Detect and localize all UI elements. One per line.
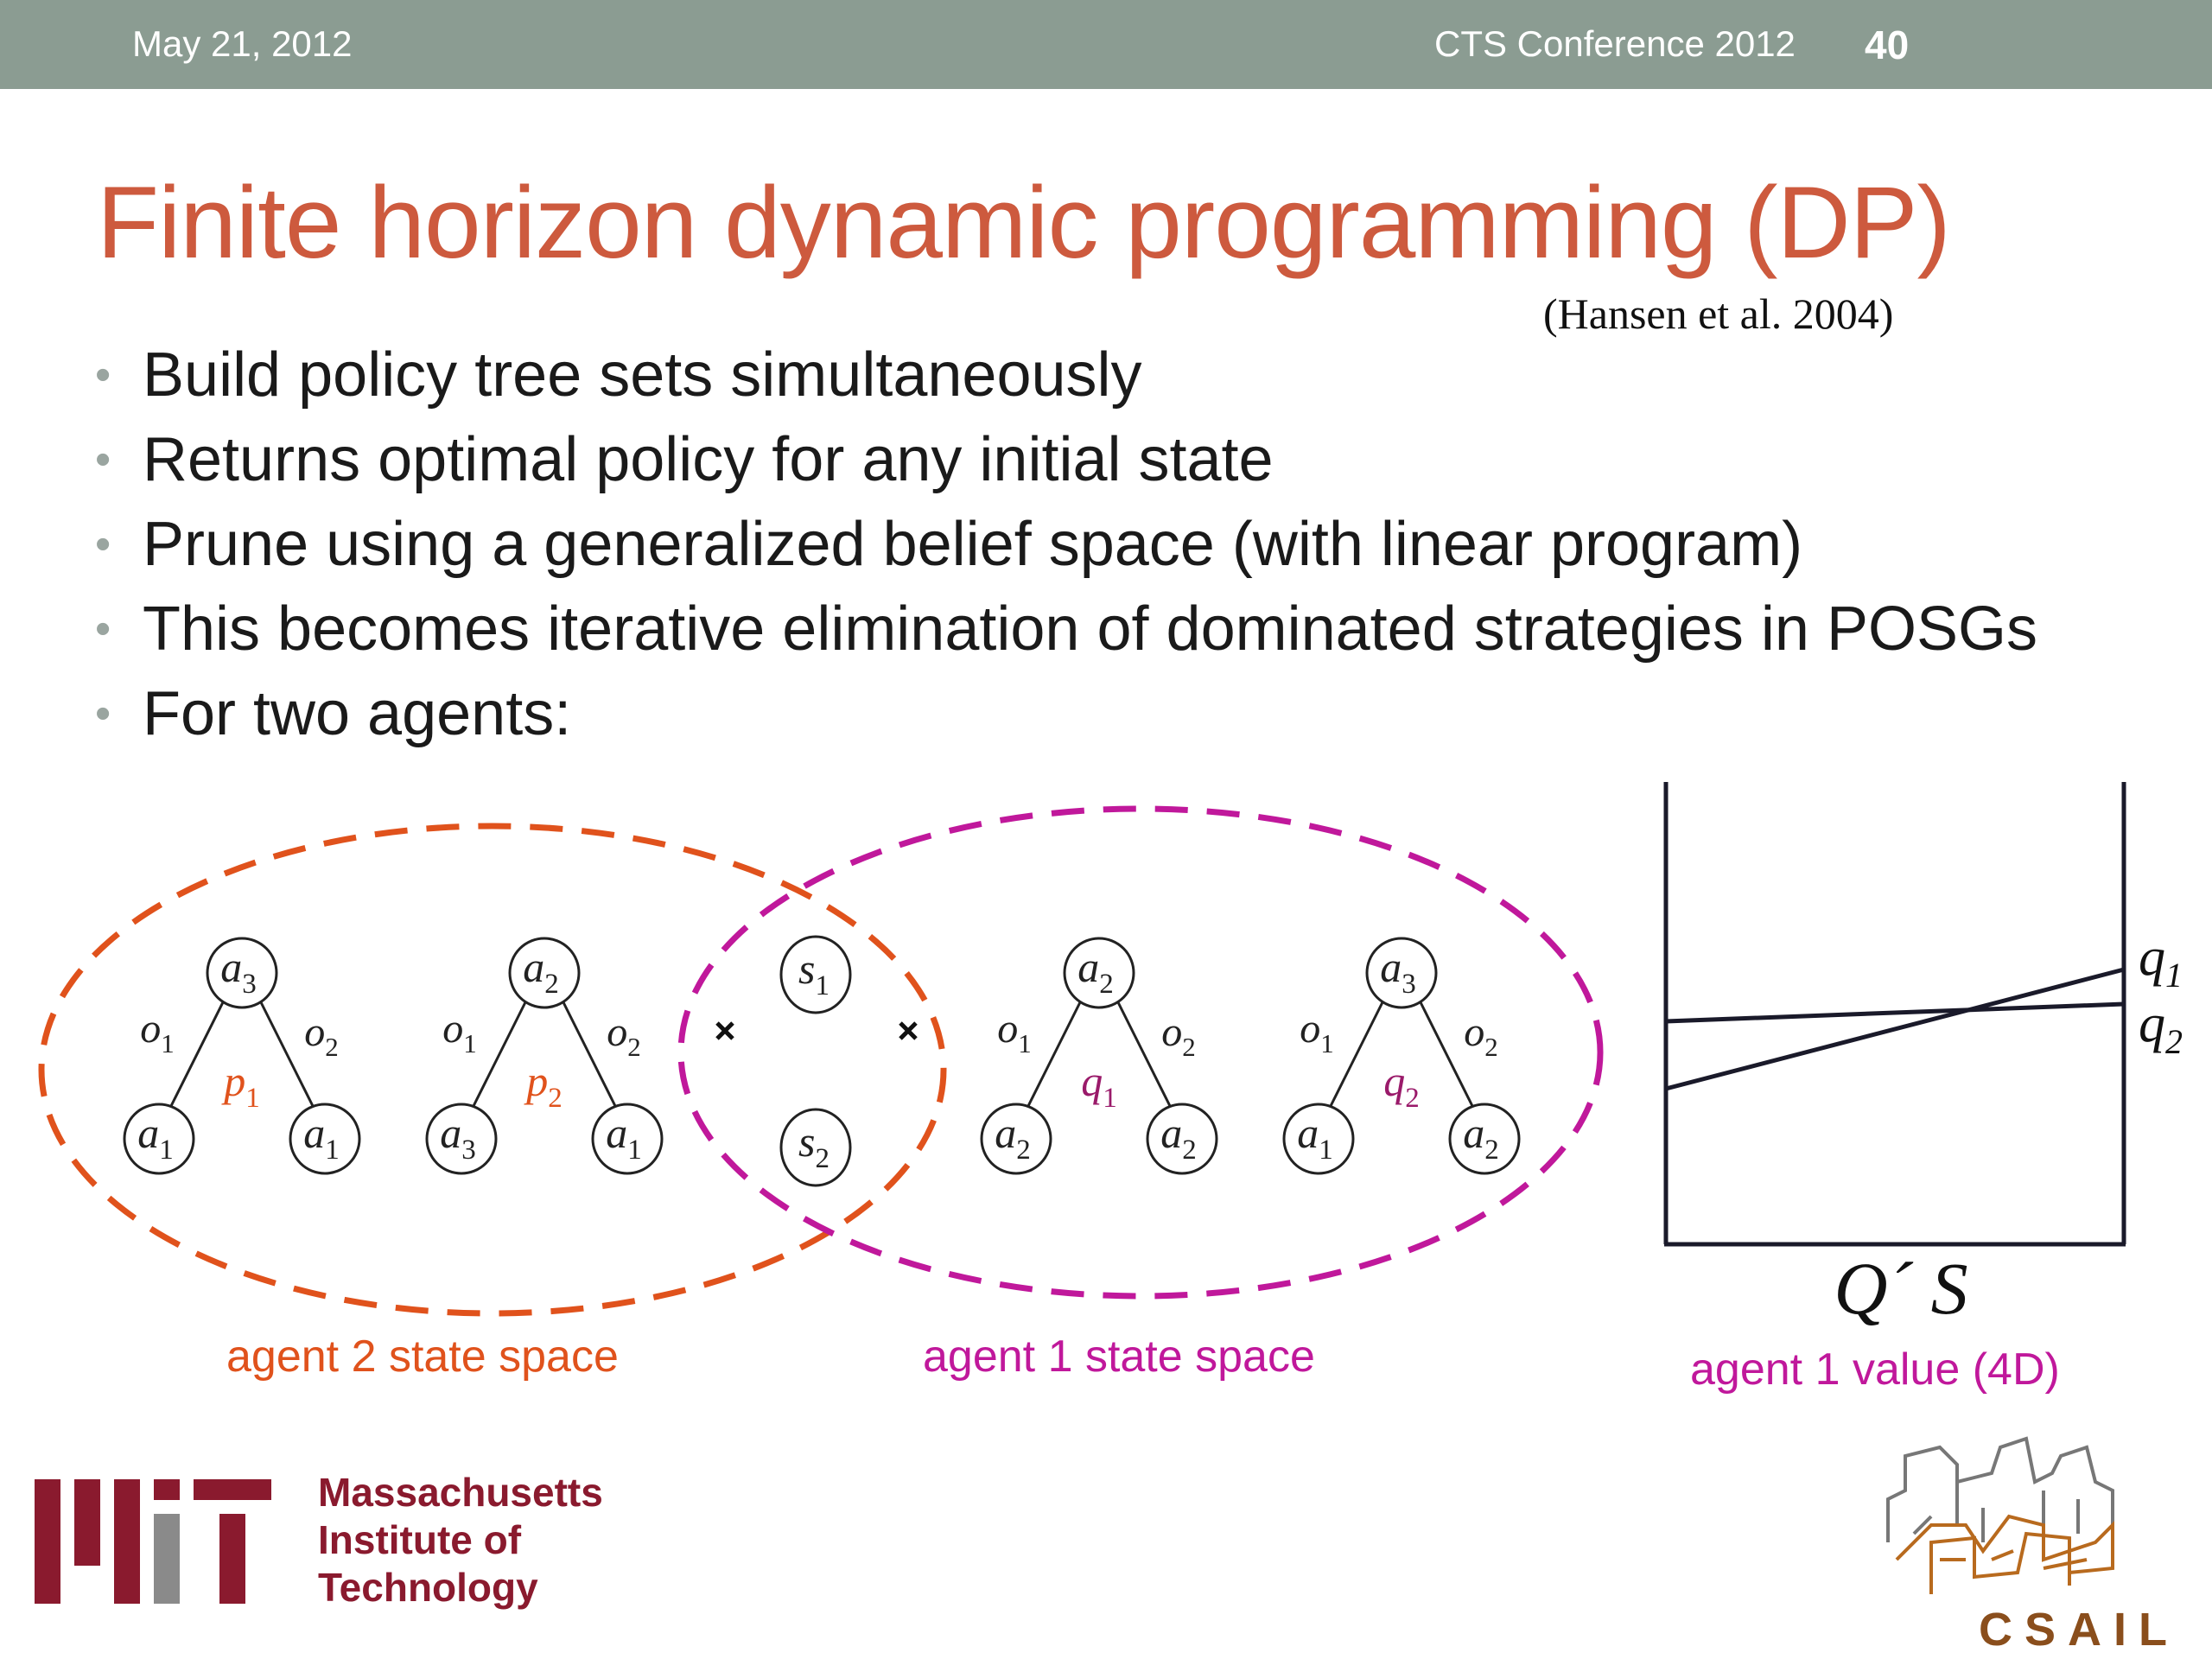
mit-logo bbox=[35, 1479, 271, 1604]
value-plot bbox=[1663, 782, 2126, 1247]
tree-node bbox=[206, 937, 278, 1009]
header-bar: May 21, 2012 CTS Conference 2012 40 bbox=[0, 0, 2212, 89]
bullet-list: • Build policy tree sets simultaneously •… bbox=[95, 333, 2037, 756]
state-node-s1 bbox=[779, 935, 852, 1014]
value-line-q2 bbox=[1665, 1001, 2125, 1024]
tree-node-label: a2 bbox=[1463, 1109, 1499, 1166]
tree-node bbox=[425, 1103, 498, 1175]
tree-node bbox=[1146, 1103, 1218, 1175]
tree-node bbox=[1448, 1103, 1521, 1175]
agent1-state-space-ellipse bbox=[677, 805, 1604, 1300]
policy-label: q2 bbox=[1383, 1057, 1420, 1114]
tree-node bbox=[123, 1103, 195, 1175]
conference-name: CTS Conference 2012 bbox=[1434, 23, 1796, 64]
agent2-caption: agent 2 state space bbox=[226, 1332, 619, 1382]
value-caption: agent 1 value (4D) bbox=[1690, 1344, 2060, 1395]
policy-label: q1 bbox=[1081, 1057, 1117, 1114]
state-node-s2 bbox=[779, 1108, 852, 1187]
tree-node bbox=[1063, 937, 1135, 1009]
bullet-item: • For two agents: bbox=[95, 679, 572, 748]
mit-wordmark: Massachusetts Institute of Technology bbox=[318, 1470, 603, 1610]
page-number: 40 bbox=[1865, 22, 1910, 67]
bullet-item: • Prune using a generalized belief space … bbox=[95, 510, 1803, 579]
csail-wordmark: CSAIL bbox=[1979, 1604, 2179, 1656]
bullet-item: • Build policy tree sets simultaneously bbox=[95, 340, 1142, 410]
edge-label: o2 bbox=[304, 1009, 339, 1062]
edge-label: o1 bbox=[442, 1006, 477, 1058]
tree-node-label: a1 bbox=[303, 1109, 340, 1166]
edge-label: o2 bbox=[1464, 1009, 1498, 1062]
edge-label: o1 bbox=[997, 1006, 1032, 1058]
tree-edge bbox=[1027, 1001, 1082, 1107]
edge-label: o1 bbox=[1300, 1006, 1334, 1058]
tree-node bbox=[1365, 937, 1438, 1009]
edge-label: o2 bbox=[1161, 1009, 1196, 1062]
tree-edge bbox=[1116, 1001, 1172, 1107]
bullet-item: • Returns optimal policy for any initial … bbox=[95, 425, 1274, 494]
tree-node bbox=[508, 937, 581, 1009]
tree-node-label: a3 bbox=[1380, 943, 1416, 1000]
state-markers bbox=[715, 1021, 918, 1040]
tree-edge bbox=[169, 1001, 225, 1107]
tree-edge bbox=[1329, 1001, 1384, 1107]
agent1-caption: agent 1 state space bbox=[923, 1332, 1315, 1382]
csail-logo-icon bbox=[1886, 1436, 2114, 1594]
agent2-state-space-ellipse bbox=[38, 823, 947, 1317]
tree-node bbox=[289, 1103, 361, 1175]
tree-node bbox=[1282, 1103, 1355, 1175]
edge-label: o1 bbox=[140, 1006, 175, 1058]
policy-label: p2 bbox=[524, 1057, 563, 1114]
bullet-item: • This becomes iterative elimination of d… bbox=[95, 594, 2038, 664]
tree-edge bbox=[562, 1001, 617, 1107]
value-label-q1: q1 bbox=[2139, 928, 2183, 995]
tree-edge bbox=[472, 1001, 527, 1107]
edge-label: o2 bbox=[607, 1009, 641, 1062]
state-label: s1 bbox=[798, 944, 830, 1001]
tree-node bbox=[591, 1103, 664, 1175]
citation: (Hansen et al. 2004) bbox=[1543, 289, 1894, 338]
tree-edge bbox=[259, 1001, 315, 1107]
slide-title: Finite horizon dynamic programming (DP) bbox=[97, 166, 1951, 280]
value-label-q2: q2 bbox=[2139, 995, 2183, 1061]
tree-edge bbox=[1419, 1001, 1474, 1107]
slide-date: May 21, 2012 bbox=[132, 23, 353, 64]
value-plot-axis-label: Q´ S bbox=[1834, 1247, 1967, 1330]
tree-node bbox=[980, 1103, 1052, 1175]
policy-label: p1 bbox=[221, 1057, 260, 1114]
value-line-q1 bbox=[1665, 967, 2125, 1091]
